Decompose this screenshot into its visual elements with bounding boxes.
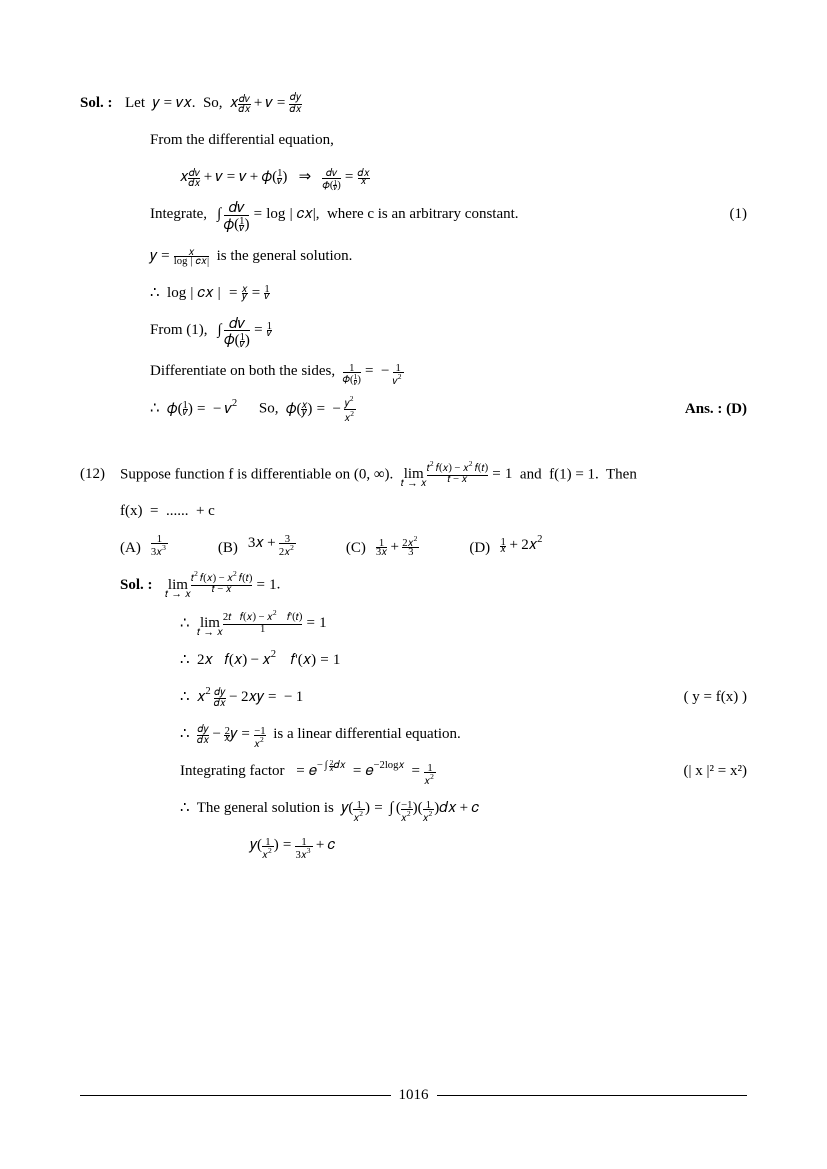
sol11-final: ∴ ϕ(1v)=−v2 So, ϕ(xy)=−y2x2 Ans. : (D) (80, 395, 747, 422)
q12-step2: ∴ 2x f(x)−x2 f'(x)=1 (80, 647, 747, 674)
sol-label: Sol. : (80, 90, 125, 117)
footer-rule-right (437, 1095, 748, 1096)
arb-const: , where c is an arbitrary constant. (316, 206, 519, 222)
q12-final: y(1x2)=13x3+c (80, 832, 747, 859)
option-C[interactable]: (C) 13x+2x23 (346, 535, 419, 562)
footer-rule-left (80, 1095, 391, 1096)
sol11-diffboth: Differentiate on both the sides, 1ϕ(1v)=… (80, 358, 747, 385)
option-D[interactable]: (D) 1x+2x2 (469, 535, 545, 562)
answer-d: Ans. : (D) (685, 396, 747, 423)
sol11-opening: Sol. : Let y=vx. So, x⁢dvdx+v=dydx (80, 90, 747, 117)
q12-number: (12) (80, 461, 120, 488)
sol11-from1: From (1), ∫dvϕ(1v)=1v (80, 317, 747, 349)
sol11-gensol: y=xlog|cx| is the general solution. (80, 243, 747, 270)
q12-text: Suppose function f is differentiable on … (120, 460, 637, 488)
sol11-from-diffeq: From the differential equation, (80, 127, 747, 154)
sol11-let: Let y=vx. So, x⁢dvdx+v=dydx (125, 90, 302, 117)
q12-step1: ∴ limt→x2t f(x)−x2 f'(t)1=1 (80, 609, 747, 637)
q12-step3: ∴ x2dydx−2xy=−1 ( y = f(x) ) (80, 684, 747, 711)
q12-gensol: ∴ The general solution is y(1x2)=∫(−1x2)… (80, 795, 747, 822)
q12-step4: ∴ dydx−2xy=−1x2 is a linear differential… (80, 721, 747, 748)
sol11-integrate: Integrate, ∫dvϕ(1v)=log|cx|, where c is … (80, 201, 747, 233)
eq-num-1: (1) (730, 201, 748, 228)
sol-label-12: Sol. : (120, 572, 165, 599)
yfx-note: ( y = f(x) ) (684, 684, 747, 711)
option-B[interactable]: (B) 3x+32x2 (218, 535, 296, 562)
q12-intfactor: Integrating factor =e−∫2xdx=e−2logx=1x2 … (80, 758, 747, 785)
q12-stem: (12) Suppose function f is differentiabl… (80, 460, 747, 488)
q12-fx: f(x) = ...... + c (80, 498, 747, 525)
gen-sol-text: is the general solution. (217, 248, 353, 264)
page-footer: 1016 (80, 1082, 747, 1109)
x-squared-note: (| x |² = x²) (684, 758, 747, 785)
q12-sol: Sol. : limt→xt2f(x)−x2f(t)t−x=1. (80, 570, 747, 598)
sol11-eq1: xdvdx+v=v+ϕ(1v) ⇒ dvϕ(1v)=dxx (80, 164, 747, 191)
page-number: 1016 (391, 1082, 437, 1109)
option-A[interactable]: (A) 13x3 (120, 535, 168, 562)
q12-options: (A) 13x3 (B) 3x+32x2 (C) 13x+2x23 (D) 1x… (80, 535, 747, 562)
sol11-therefore1: ∴ log|cx|=xy=1v (80, 280, 747, 307)
integrate-label: Integrate, (150, 206, 207, 222)
